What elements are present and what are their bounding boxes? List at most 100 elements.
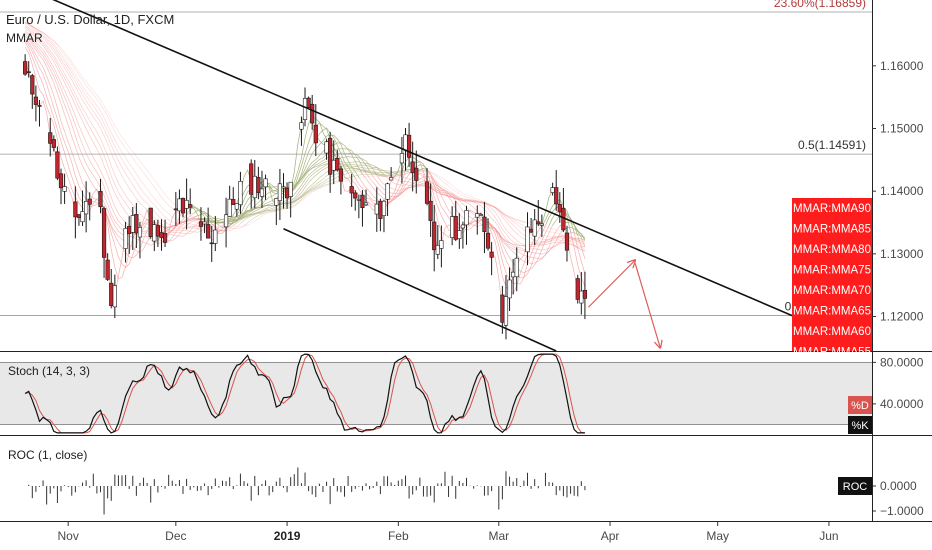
candle-body [177,198,182,212]
candle-body [313,124,318,144]
candle-body [238,181,243,205]
time-tick-label: Nov [58,529,79,543]
candle-body [48,132,53,144]
legend-entry: MMAR:MMA90 [793,203,871,215]
time-tick-label: Feb [388,529,409,543]
candle-body [184,200,189,209]
mma-line [24,22,586,244]
channel-line [283,228,557,352]
candle-body [525,226,530,253]
time-tick-label: Apr [601,529,620,543]
candle-body [109,282,114,306]
candle-body [76,214,82,218]
price-tick-label: 1.12000 [880,310,924,324]
candle-body [385,183,390,200]
candle-body [378,200,383,219]
stoch-k-tag [848,416,872,434]
candle-body [554,187,559,205]
candle-body [579,290,584,304]
candle-body [532,219,537,237]
roc-pane[interactable]: 0.0000 −1.0000 ROC [28,467,924,518]
roc-tag-label: ROC [843,481,868,493]
candle-body [127,226,132,234]
chart-title: Euro / U.S. Dollar, 1D, FXCM [6,12,174,27]
legend-entry: MMAR:MMA55 [793,347,871,359]
legend-entry: MMAR:MMA60 [793,326,871,338]
mma-line [24,26,586,252]
candle-body [256,177,261,194]
price-pane[interactable]: 23.60%(1.16859)0.5(1.14591)0.618(1.12015… [0,0,873,352]
candle-body [582,289,588,299]
candle-body [503,296,509,326]
legend-entry: MMAR:MMA85 [793,224,871,236]
candle-body [263,178,268,188]
candle-body [324,141,329,154]
candle-body [299,122,304,130]
time-tick-label: Jun [819,529,838,543]
candle-body [478,214,483,216]
drawing-lines[interactable] [0,0,873,352]
mma-line [24,22,586,248]
candle-body [112,285,117,308]
stoch-k-line [24,353,585,434]
candle-body [331,159,336,171]
mma-line-up [233,168,421,226]
candle-body [306,97,311,109]
candle-body [335,157,340,171]
candle-body [439,240,444,249]
time-tick-label: 2019 [274,529,301,543]
fib-label: 23.60%(1.16859) [774,0,866,10]
candle-body [259,188,265,197]
candle-body [249,163,254,195]
candle-body [155,225,160,237]
candle-body [489,251,494,258]
legend-entry: MMAR:MMA80 [793,244,871,256]
legend-entry: MMAR:MMA75 [793,265,871,277]
candle-body [575,278,580,300]
candle-body [227,198,232,217]
candle-body [550,187,555,193]
stoch-d-line [24,353,585,434]
candle-body [105,259,110,280]
price-axis[interactable]: 1.16000 1.15000 1.14000 1.13000 1.12000 [872,59,924,324]
mma-line-up [240,168,424,224]
mma-line-up [211,164,399,226]
candle-body [137,227,143,238]
stoch-d-tag [848,396,872,414]
candle-body [62,186,67,192]
candle-body [173,208,178,211]
roc-tick-label: −1.0000 [880,504,924,518]
candle-body [381,200,387,216]
candle-body [288,181,293,197]
candle-body [363,202,369,206]
candle-body [435,245,440,255]
candle-body [557,204,562,213]
price-tick-label: 1.14000 [880,184,924,198]
candle-body [252,175,257,199]
stoch-tick-label: 40.0000 [880,397,924,411]
candle-body [403,134,408,151]
roc-tick-label: 0.0000 [880,479,917,493]
candle-body [234,203,239,210]
candle-body [414,167,419,181]
candle-body [213,229,218,244]
time-tick-label: Dec [165,529,186,543]
candle-body [198,221,204,227]
candle-body [539,223,544,226]
candle-body [55,151,60,179]
candle-body [528,229,534,233]
legend-background [792,198,872,351]
stoch-label: Stoch (14, 3, 3) [8,364,90,378]
time-axis[interactable]: Nov Dec 2019 Feb Mar Apr May Jun [58,521,839,543]
candle-body [277,183,283,202]
candle-body [406,134,412,158]
indicator-label: MMAR [6,31,43,45]
candle-body [374,203,379,215]
candle-body [58,173,64,189]
stochastic-pane[interactable]: 80.0000 40.0000 %D %K [0,353,924,434]
candle-body [564,232,570,251]
candle-body [148,207,153,238]
mma-line [24,28,585,248]
